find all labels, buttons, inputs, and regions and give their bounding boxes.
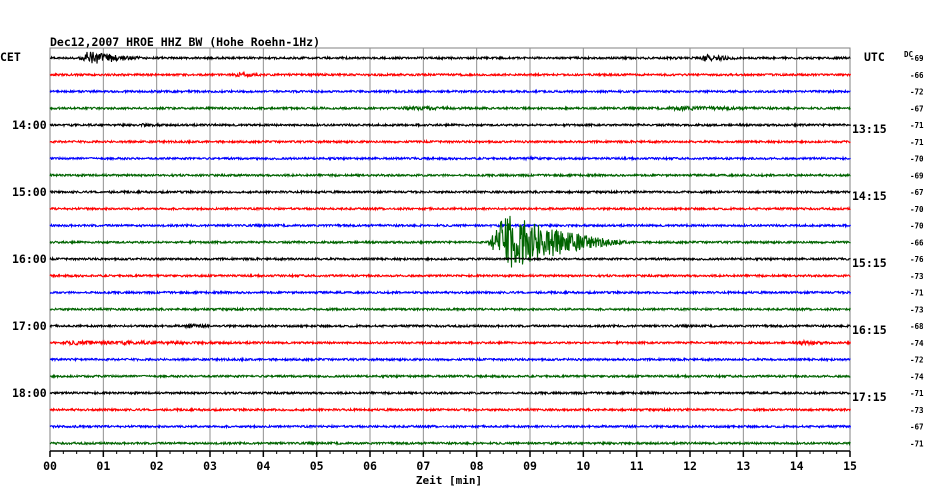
- trace-row-18: [49, 356, 851, 363]
- trace-row-2: [49, 88, 851, 95]
- x-tick-label: 13: [736, 459, 750, 473]
- dc-offset-labels: -69 -66 -72 -67 -71 -71 -70 -69 -67 -70 -70 -66 -76 -…: [910, 54, 924, 448]
- dc-offset-label: -70: [910, 222, 924, 231]
- left-hour-label: 15:00: [12, 185, 47, 199]
- trace-row-12: [49, 255, 851, 263]
- dc-offset-label: -74: [910, 339, 924, 348]
- x-tick-label: 01: [96, 459, 110, 473]
- left-hour-label: 17:00: [12, 319, 47, 333]
- dc-offset-label: -67: [910, 188, 924, 197]
- dc-offset-label: -67: [910, 104, 924, 113]
- right-hour-label: 16:15: [852, 323, 887, 337]
- right-hour-labels: 13:15 14:15 15:15 16:15 17:15: [852, 122, 887, 404]
- dc-column-label: DC: [904, 50, 913, 59]
- x-tick-label: 09: [523, 459, 537, 473]
- x-tick-label: 06: [363, 459, 377, 473]
- x-tick-label: 08: [470, 459, 484, 473]
- left-hour-label: 18:00: [12, 386, 47, 400]
- x-tick-label: 14: [790, 459, 804, 473]
- chart-title: Dec12,2007 HROE HHZ BW (Hohe Roehn-1Hz): [50, 35, 320, 49]
- right-hour-label: 13:15: [852, 122, 887, 136]
- dc-offset-label: -67: [910, 423, 924, 432]
- dc-offset-label: -72: [910, 356, 924, 365]
- dc-offset-label: -69: [910, 171, 924, 180]
- x-tick-label: 03: [203, 459, 217, 473]
- dc-offset-label: -70: [910, 205, 924, 214]
- x-tick-label: 11: [630, 459, 644, 473]
- right-hour-label: 17:15: [852, 390, 887, 404]
- trace-row-4: [49, 121, 852, 129]
- trace-row-8: [49, 188, 851, 196]
- dc-offset-label: -73: [910, 406, 924, 415]
- x-tick-label: 15: [843, 459, 857, 473]
- dc-offset-label: -73: [910, 305, 924, 314]
- trace-row-23: [49, 440, 851, 447]
- trace-row-16: [49, 322, 852, 330]
- trace-row-22: [49, 423, 852, 430]
- right-hour-label: 15:15: [852, 256, 887, 270]
- trace-row-1: [49, 70, 852, 79]
- trace-row-7: [49, 172, 851, 179]
- seismic-traces: [49, 51, 852, 447]
- dc-offset-label: -71: [910, 138, 924, 147]
- x-tick-label: 00: [43, 459, 57, 473]
- x-tick-label: 02: [150, 459, 164, 473]
- dc-offset-label: -76: [910, 255, 924, 264]
- x-axis: 00 01 02 03 04 05 06 07 08 09 10 11 12 13 14 15: [43, 450, 857, 473]
- left-hour-label: 14:00: [12, 118, 47, 132]
- dc-offset-label: -72: [910, 88, 924, 97]
- trace-row-5: [49, 138, 851, 145]
- x-tick-label: 10: [576, 459, 590, 473]
- left-hour-labels: 14:00 15:00 16:00 17:00 18:00: [12, 118, 47, 400]
- dc-offset-label: -68: [910, 322, 924, 331]
- x-tick-label: 12: [683, 459, 697, 473]
- dc-offset-label: -71: [910, 389, 924, 398]
- trace-row-21: [49, 406, 852, 413]
- trace-row-3: [49, 104, 851, 113]
- trace-row-15: [49, 306, 851, 313]
- trace-row-9: [49, 205, 851, 212]
- trace-row-19: [49, 373, 851, 380]
- dc-offset-label: -66: [910, 238, 924, 247]
- left-hour-label: 16:00: [12, 252, 47, 266]
- dc-offset-label: -69: [910, 54, 924, 63]
- dc-offset-label: -70: [910, 155, 924, 164]
- trace-row-13: [49, 272, 851, 279]
- x-tick-label: 05: [310, 459, 324, 473]
- dc-offset-label: -66: [910, 71, 924, 80]
- right-timezone-label: UTC: [864, 50, 885, 64]
- dc-offset-label: -73: [910, 272, 924, 281]
- x-tick-label: 07: [416, 459, 430, 473]
- dc-offset-label: -71: [910, 289, 924, 298]
- trace-row-20: [49, 389, 851, 396]
- dc-offset-label: -71: [910, 439, 924, 448]
- trace-row-0: [49, 51, 851, 64]
- left-timezone-label: CET: [0, 50, 21, 64]
- right-hour-label: 14:15: [852, 189, 887, 203]
- x-tick-label: 04: [256, 459, 270, 473]
- trace-row-6: [49, 154, 851, 162]
- trace-row-10: [49, 222, 851, 229]
- trace-row-17: [49, 338, 852, 347]
- dc-offset-label: -71: [910, 121, 924, 130]
- trace-row-11: [49, 215, 851, 268]
- dc-offset-label: -74: [910, 372, 924, 381]
- trace-row-14: [49, 289, 852, 296]
- x-axis-label: Zeit [min]: [416, 474, 482, 487]
